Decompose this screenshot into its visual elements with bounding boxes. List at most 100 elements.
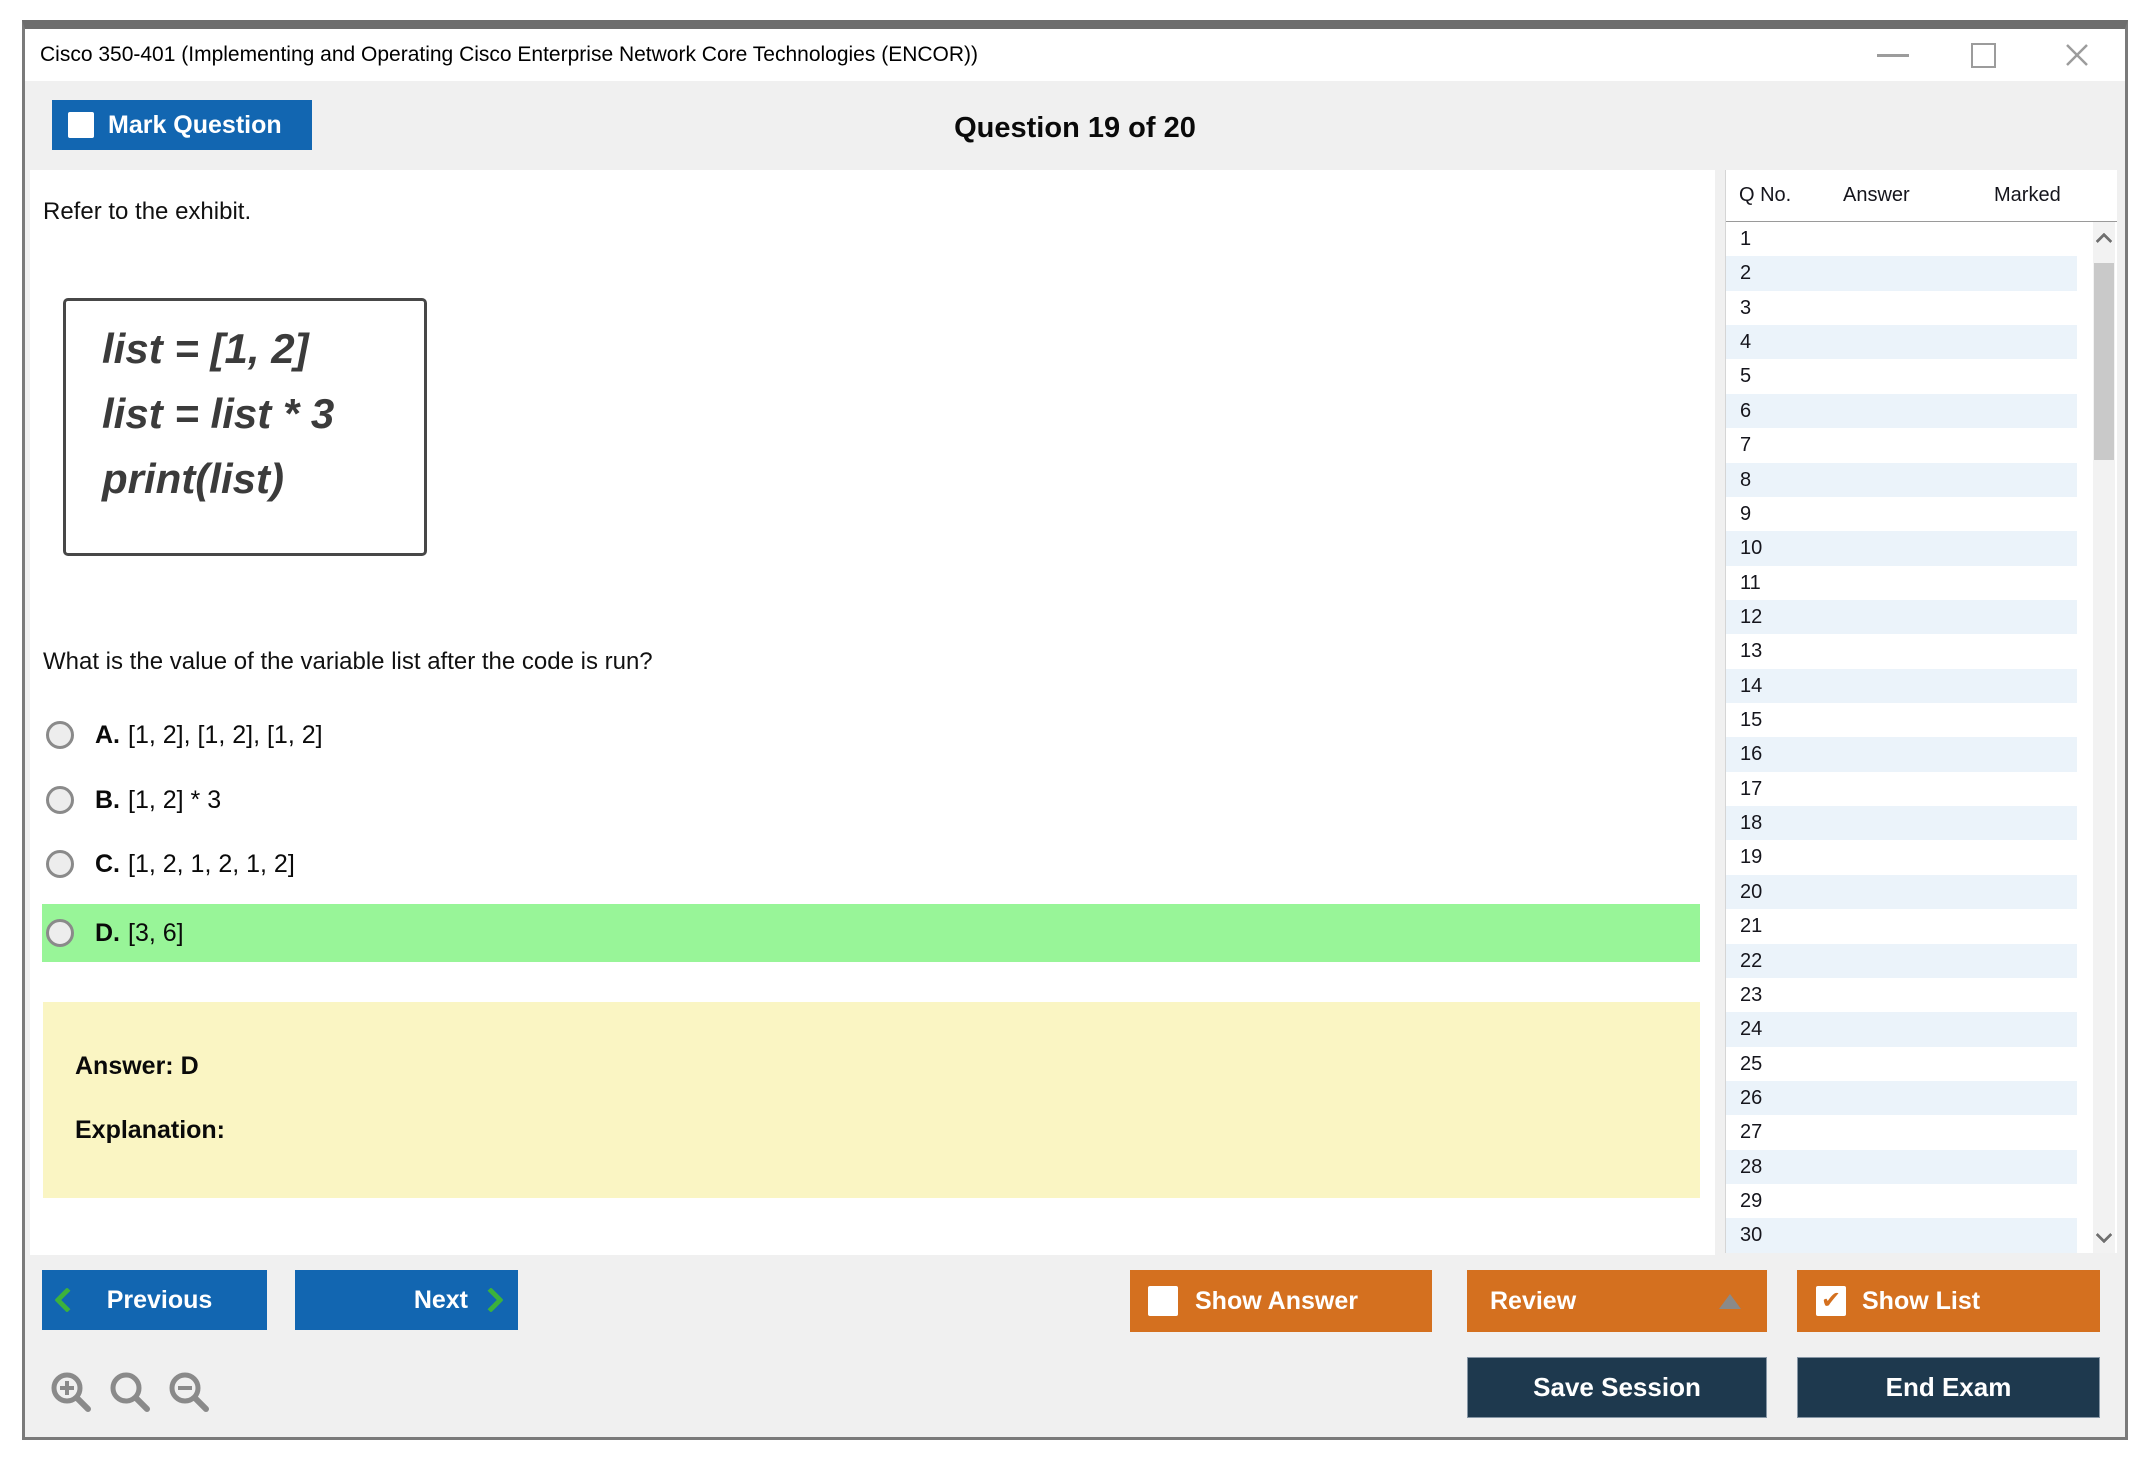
refer-text: Refer to the exhibit. xyxy=(43,198,252,225)
question-counter: Question 19 of 20 xyxy=(954,112,1196,144)
review-button[interactable]: Review xyxy=(1467,1270,1767,1332)
next-button[interactable]: Next xyxy=(295,1270,518,1330)
question-list-row[interactable]: 29 xyxy=(1740,1190,1763,1213)
end-exam-button[interactable]: End Exam xyxy=(1797,1357,2100,1418)
question-list-row[interactable]: 1 xyxy=(1740,228,1752,250)
question-list: 1 2 3 4 5 6 7 8 9 10 11 12 13 14 15 16 17 18 19 20 21 22 23 24 2… xyxy=(1726,222,2117,1253)
end-exam-label: End Exam xyxy=(1885,1372,2012,1402)
option-a-text: [1, 2], [1, 2], [1, 2] xyxy=(128,720,323,749)
question-list-row[interactable]: 24 xyxy=(1726,1012,2077,1047)
column-answer: Answer xyxy=(1843,184,1910,206)
scrollbar[interactable] xyxy=(2093,222,2115,1253)
zoom-out-icon[interactable] xyxy=(166,1369,214,1417)
question-list-row[interactable]: 12 xyxy=(1726,599,2077,635)
show-list-checkbox[interactable]: ✔ xyxy=(1816,1286,1846,1316)
option-d-letter: D. xyxy=(95,918,120,947)
next-label: Next xyxy=(413,1285,468,1314)
column-marked: Marked xyxy=(1994,184,2061,206)
question-list-panel: Q No. Answer Marked 1 2 3 4 5 6 7 8 9 10 11 12 13 14 1… xyxy=(1725,170,2117,1253)
explanation-label: Explanation: xyxy=(75,1116,226,1144)
question-list-header: Q No. Answer Marked xyxy=(1726,170,2117,222)
previous-label: Previous xyxy=(106,1285,213,1314)
question-list-row[interactable]: 22 xyxy=(1726,943,2077,978)
maximize-button[interactable] xyxy=(1953,29,2013,81)
question-list-row[interactable]: 30 xyxy=(1726,1218,2077,1253)
question-list-row[interactable]: 14 xyxy=(1726,668,2077,704)
question-list-row[interactable]: 6 xyxy=(1726,393,2077,429)
question-list-row[interactable]: 2 xyxy=(1726,256,2077,291)
question-list-row[interactable]: 13 xyxy=(1740,640,1763,663)
previous-button[interactable]: Previous xyxy=(42,1270,267,1330)
mark-question-checkbox[interactable]: ✔ xyxy=(68,112,94,138)
answer-explanation-box: Answer: D Explanation: xyxy=(43,1002,1700,1198)
question-list-row[interactable]: 11 xyxy=(1740,571,1761,594)
scroll-down-button[interactable] xyxy=(2093,1221,2115,1253)
chevron-down-icon xyxy=(2095,1226,2113,1243)
option-row-d[interactable]: D. [3, 6] xyxy=(42,904,1700,962)
close-icon xyxy=(2066,44,2088,66)
show-answer-label: Show Answer xyxy=(1195,1286,1358,1315)
show-answer-checkbox[interactable]: ✔ xyxy=(1148,1286,1178,1316)
mark-question-button[interactable]: ✔ Mark Question xyxy=(52,100,312,150)
question-list-row[interactable]: 9 xyxy=(1740,502,1752,525)
question-list-row[interactable]: 20 xyxy=(1726,874,2077,910)
zoom-in-icon[interactable] xyxy=(48,1369,96,1417)
save-session-label: Save Session xyxy=(1533,1372,1701,1402)
close-button[interactable] xyxy=(2047,29,2107,81)
minimize-button[interactable] xyxy=(1863,29,1923,81)
column-qno: Q No. xyxy=(1739,184,1792,206)
scroll-up-button[interactable] xyxy=(2093,222,2115,254)
option-d-radio[interactable] xyxy=(46,919,74,947)
option-row-c[interactable]: C. [1, 2, 1, 2, 1, 2] xyxy=(42,835,1700,893)
mark-question-label: Mark Question xyxy=(108,110,282,139)
exhibit-code-line: print(list) xyxy=(102,455,284,502)
option-row-a[interactable]: A. [1, 2], [1, 2], [1, 2] xyxy=(42,706,1700,764)
review-label: Review xyxy=(1490,1286,1577,1315)
show-list-label: Show List xyxy=(1862,1286,1981,1315)
option-a-radio[interactable] xyxy=(46,721,74,749)
question-list-row[interactable]: 28 xyxy=(1726,1149,2077,1185)
question-list-row[interactable]: 5 xyxy=(1740,365,1752,388)
scrollbar-thumb[interactable] xyxy=(2094,263,2114,460)
option-c-text: [1, 2, 1, 2, 1, 2] xyxy=(128,849,295,878)
question-list-row[interactable]: 3 xyxy=(1740,296,1752,319)
zoom-icon[interactable] xyxy=(107,1369,155,1417)
option-c-radio[interactable] xyxy=(46,850,74,878)
chevron-right-icon xyxy=(478,1287,504,1313)
question-list-row[interactable]: 25 xyxy=(1740,1052,1763,1075)
app-window: Cisco 350-401 (Implementing and Operatin… xyxy=(22,20,2128,1440)
question-rows: 1 2 3 4 5 6 7 8 9 10 11 12 13 14 15 16 17 18 19 20 21 22 23 24 2… xyxy=(1726,222,2117,1253)
option-b-radio[interactable] xyxy=(46,786,74,814)
question-list-row[interactable]: 26 xyxy=(1726,1080,2077,1116)
question-list-row[interactable]: 7 xyxy=(1740,434,1752,457)
exhibit-code-line: list = list * 3 xyxy=(102,390,335,437)
option-b-text: [1, 2] * 3 xyxy=(128,785,222,814)
minimize-icon xyxy=(1877,53,1909,57)
question-list-row[interactable]: 17 xyxy=(1740,777,1763,800)
save-session-button[interactable]: Save Session xyxy=(1467,1357,1767,1418)
question-list-row[interactable]: 19 xyxy=(1740,846,1763,869)
question-panel: Refer to the exhibit. list = [1, 2] list… xyxy=(30,170,1715,1255)
exhibit-code-line: list = [1, 2] xyxy=(102,325,309,372)
show-answer-button[interactable]: ✔ Show Answer xyxy=(1130,1270,1432,1332)
zoom-controls xyxy=(48,1369,214,1417)
title-bar: Cisco 350-401 (Implementing and Operatin… xyxy=(25,29,2125,81)
show-list-button[interactable]: ✔ Show List xyxy=(1797,1270,2100,1332)
question-text: What is the value of the variable list a… xyxy=(43,648,653,675)
question-list-row[interactable]: 16 xyxy=(1726,737,2077,772)
chevron-up-icon xyxy=(2095,232,2113,249)
question-list-row[interactable]: 4 xyxy=(1726,325,2077,360)
question-list-row[interactable]: 15 xyxy=(1740,709,1763,732)
question-list-row[interactable]: 18 xyxy=(1726,806,2077,841)
exhibit-box: list = [1, 2] list = list * 3 print(list… xyxy=(63,298,427,556)
question-list-row[interactable]: 10 xyxy=(1726,531,2077,566)
option-d-text: [3, 6] xyxy=(128,918,184,947)
question-list-row[interactable]: 8 xyxy=(1726,462,2077,497)
option-row-b[interactable]: B. [1, 2] * 3 xyxy=(42,771,1700,829)
check-icon: ✔ xyxy=(1820,1287,1842,1314)
triangle-up-icon xyxy=(1719,1293,1741,1309)
question-list-row[interactable]: 23 xyxy=(1740,983,1763,1006)
question-list-row[interactable]: 27 xyxy=(1740,1121,1763,1144)
option-b-letter: B. xyxy=(95,785,120,814)
question-list-row[interactable]: 21 xyxy=(1740,915,1763,938)
